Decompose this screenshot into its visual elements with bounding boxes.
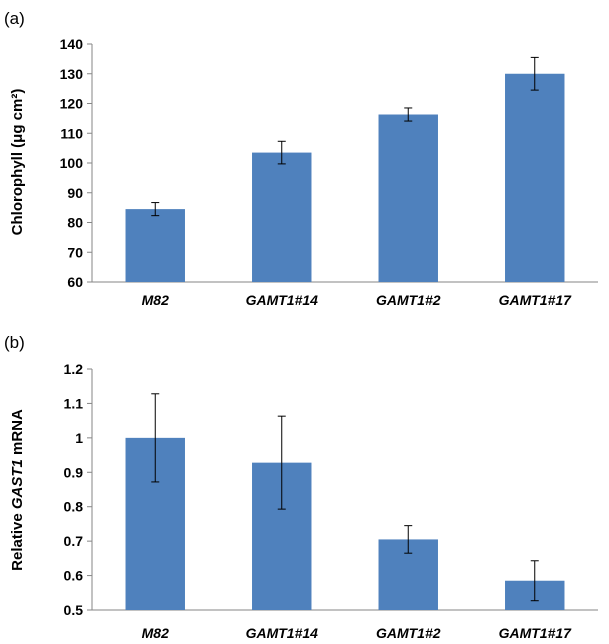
panel-a-plot-area: 60 70 80 90 100 110 120 130 140 M82 GAMT1#14 GAMT1#… [60, 36, 598, 308]
panel-a-error-bar [151, 202, 160, 217]
panel-b-y-tick-label: 0.9 [64, 464, 84, 480]
panel-a-category-label: GAMT1#14 [246, 292, 319, 308]
panel-a-y-tick-label: 70 [67, 244, 83, 260]
panel-b-y-axis-label-part-1: Relative [9, 509, 26, 571]
panel-b-category-label: GAMT1#17 [499, 625, 573, 641]
panel-a-error-bar [404, 107, 413, 122]
panel-a-y-tick-label: 130 [60, 66, 84, 82]
panel-a-y-tick-label: 110 [60, 125, 83, 141]
panel-a-bar-gamt1-2 [378, 114, 438, 282]
panel-b-y-tick-label: 0.6 [64, 568, 84, 584]
panel-a: (a) Chlorophyll (μg cm²) 60 70 80 90 100 110 1… [4, 9, 598, 308]
panel-a-y-tick-label: 80 [67, 215, 83, 231]
panel-a-category-label: M82 [142, 292, 169, 308]
panel-a-bar-gamt1-17 [505, 73, 565, 282]
panel-a-y-tick-label: 100 [60, 155, 84, 171]
panel-a-y-axis-label: Chlorophyll (μg cm²) [9, 89, 26, 236]
panel-b-y-axis-label-part-3: mRNA [9, 409, 26, 459]
panel-b-y-axis-label: Relative GAST1 mRNA [9, 409, 26, 571]
panel-b-y-tick-label: 0.8 [64, 499, 84, 515]
panel-b: (b) Relative GAST1 mRNA 0.5 0.6 0.7 0.8 0.9 1… [4, 333, 598, 641]
panel-b-category-label: M82 [142, 625, 169, 641]
panel-b-y-tick-label: 0.7 [64, 533, 84, 549]
panel-b-plot-area: 0.5 0.6 0.7 0.8 0.9 1 1.1 1.2 M82 GAMT1#14 GAMT1#2… [64, 361, 598, 641]
panel-b-y-axis-label-gene: GAST1 [9, 459, 26, 509]
panel-b-category-label: GAMT1#14 [246, 625, 319, 641]
panel-a-label: (a) [4, 9, 25, 28]
panel-a-y-tick-label: 120 [60, 96, 84, 112]
panel-b-error-bar [277, 415, 286, 510]
panel-b-error-bar [404, 525, 413, 554]
panel-b-y-tick-label: 0.5 [64, 602, 84, 618]
panel-a-bar-m82 [125, 209, 185, 282]
panel-b-y-tick-label: 1.1 [64, 395, 84, 411]
panel-a-y-tick-label: 140 [60, 36, 84, 52]
panel-b-category-label: GAMT1#2 [376, 625, 441, 641]
panel-b-error-bar [530, 560, 539, 602]
panel-a-bar-gamt1-14 [252, 152, 312, 282]
panel-a-error-bar [530, 56, 539, 91]
panel-a-category-label: GAMT1#17 [499, 292, 573, 308]
panel-b-error-bar [151, 393, 160, 483]
panel-a-y-tick-label: 90 [67, 185, 83, 201]
panel-a-category-label: GAMT1#2 [376, 292, 441, 308]
panel-b-y-tick-label: 1.2 [64, 361, 84, 377]
panel-a-y-tick-label: 60 [67, 274, 83, 290]
panel-b-y-tick-label: 1 [75, 430, 83, 446]
panel-a-error-bar [277, 140, 286, 165]
panel-b-label: (b) [4, 333, 25, 352]
